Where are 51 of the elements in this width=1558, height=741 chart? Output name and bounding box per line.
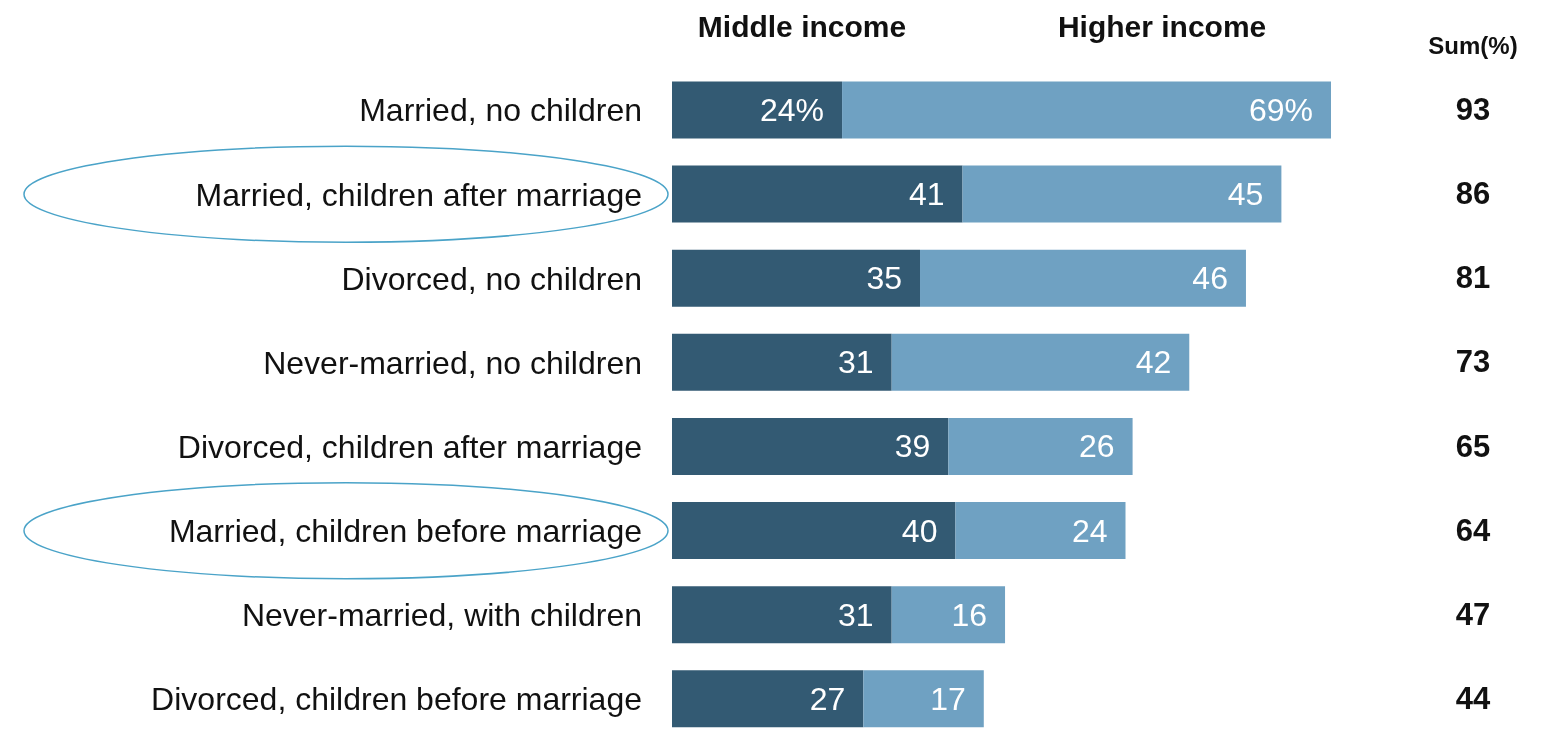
data-label: 42 [1135, 344, 1172, 381]
bar [672, 81, 843, 139]
data-label: 35 [866, 260, 903, 297]
text: 73 [1454, 344, 1492, 381]
data-label: 16 [951, 596, 988, 633]
bar [920, 249, 1246, 307]
data-label: 31 [838, 344, 874, 381]
bar [948, 417, 1133, 475]
y-tick-label: Never-married, with children [241, 597, 642, 634]
bar [672, 165, 963, 223]
text: 44 [1454, 680, 1492, 717]
data-label: 27 [809, 680, 846, 717]
data-label: 24 [1071, 512, 1108, 549]
bar [672, 670, 864, 728]
bar [842, 81, 1331, 139]
bar [672, 502, 956, 560]
bar [672, 333, 892, 391]
bar [891, 586, 1006, 644]
data-label: 69% [1248, 91, 1313, 128]
text: 93 [1454, 92, 1492, 129]
data-label: 24% [760, 91, 825, 128]
data-label: 26 [1079, 428, 1115, 465]
bar [672, 586, 892, 644]
text: Sum(%) [1427, 32, 1519, 60]
y-tick-label: Divorced, no children [341, 260, 642, 297]
data-label: 40 [901, 512, 938, 549]
y-tick-label: Married, children after marriage [195, 176, 642, 213]
bar [891, 333, 1190, 391]
text: 86 [1454, 176, 1492, 213]
bar [863, 670, 984, 728]
data-label: 45 [1227, 176, 1264, 213]
series-label: Higher income [1056, 10, 1268, 44]
data-label: 39 [894, 428, 931, 465]
y-tick-label: Divorced, children before marriage [151, 681, 642, 718]
bar [672, 417, 949, 475]
data-label: 41 [908, 176, 945, 213]
text: 64 [1454, 512, 1492, 549]
data-label: 17 [930, 680, 966, 717]
text: 65 [1454, 428, 1492, 465]
bar [962, 165, 1282, 223]
text: 81 [1454, 260, 1492, 297]
y-tick-label: Married, no children [359, 92, 642, 129]
y-tick-label: Married, children before marriage [168, 513, 642, 550]
y-tick-label: Never-married, no children [263, 344, 642, 381]
text: 47 [1454, 596, 1492, 633]
data-label: 31 [838, 596, 874, 633]
bar [672, 249, 921, 307]
bar [955, 502, 1126, 560]
y-tick-label: Divorced, children after marriage [177, 428, 642, 465]
series-label: Middle income [696, 10, 908, 44]
data-label: 46 [1192, 260, 1228, 297]
